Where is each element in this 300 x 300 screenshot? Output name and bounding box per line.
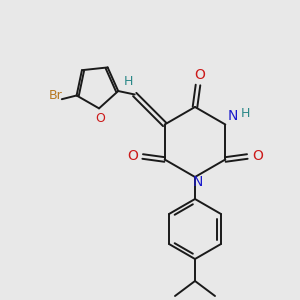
Text: H: H bbox=[124, 75, 134, 88]
Text: O: O bbox=[127, 149, 138, 164]
Text: O: O bbox=[195, 68, 206, 82]
Text: O: O bbox=[252, 149, 263, 164]
Text: N: N bbox=[193, 175, 203, 189]
Text: N: N bbox=[228, 110, 238, 124]
Text: H: H bbox=[241, 107, 250, 120]
Text: O: O bbox=[95, 112, 105, 125]
Text: Br: Br bbox=[49, 89, 63, 102]
